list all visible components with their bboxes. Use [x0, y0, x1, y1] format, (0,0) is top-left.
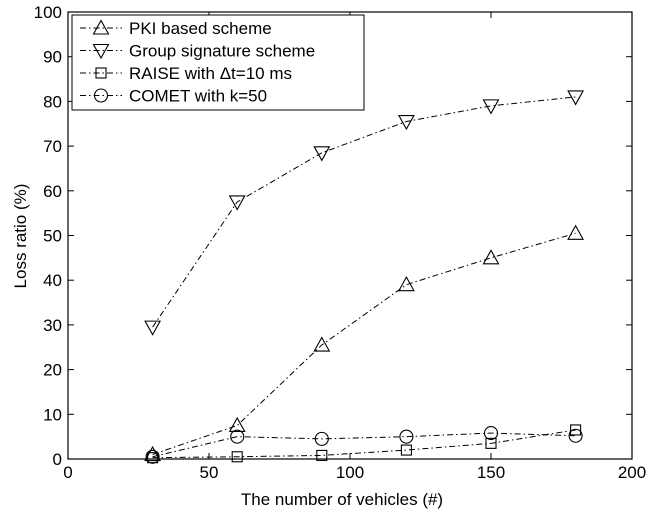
- x-axis-label: The number of vehicles (#): [241, 490, 443, 509]
- legend-marker: [92, 19, 110, 35]
- data-point: [228, 416, 246, 433]
- legend-label: Group signature scheme: [129, 42, 315, 61]
- legend: PKI based scheme Group signature scheme RA…: [71, 14, 365, 111]
- data-point: [485, 437, 497, 449]
- x-tick-label: 100: [336, 463, 364, 482]
- data-point: [482, 249, 500, 265]
- series-circle: [145, 426, 583, 464]
- data-point: [144, 445, 162, 462]
- y-tick-label: 30: [43, 316, 62, 335]
- x-tick-label: 150: [477, 463, 505, 482]
- y-tick-label: 100: [34, 3, 62, 22]
- data-point: [314, 431, 329, 446]
- x-tick-label: 0: [63, 463, 72, 482]
- data-point: [397, 276, 415, 292]
- y-tick-label: 10: [43, 405, 62, 424]
- legend-label: RAISE with Δt=10 ms: [129, 64, 292, 83]
- y-tick-label: 60: [43, 182, 62, 201]
- data-point: [145, 449, 160, 464]
- plot-series: [144, 90, 585, 464]
- legend-marker: [92, 43, 110, 60]
- data-point: [316, 449, 328, 461]
- y-tick-label: 20: [43, 361, 62, 380]
- data-point: [567, 224, 585, 240]
- data-point: [144, 320, 162, 336]
- series-triangle-up: [144, 224, 585, 462]
- data-point: [482, 99, 500, 115]
- data-point: [313, 336, 331, 352]
- x-tick-label: 50: [200, 463, 219, 482]
- series-line: [152, 432, 576, 458]
- x-tick-label: 200: [618, 463, 646, 482]
- series-line: [152, 232, 576, 456]
- series-line: [152, 96, 576, 328]
- data-point: [568, 428, 583, 443]
- y-tick-label: 50: [43, 227, 62, 246]
- data-point: [570, 424, 582, 436]
- data-point: [567, 90, 585, 106]
- data-point: [483, 426, 499, 441]
- plot-axes: 0 50 100 150 200 0 10 20 30 40 50 60 70 80 90 100: [34, 3, 647, 482]
- y-tick-label: 70: [43, 137, 62, 156]
- data-point: [399, 429, 414, 444]
- legend-marker: [95, 67, 107, 79]
- data-point: [313, 146, 331, 162]
- legend-label: PKI based scheme: [129, 19, 272, 38]
- series-square: [147, 424, 582, 464]
- y-tick-label: 40: [43, 271, 62, 290]
- y-tick-label: 80: [43, 92, 62, 111]
- data-point: [230, 429, 245, 444]
- y-tick-label: 0: [53, 450, 62, 469]
- y-axis-label: Loss ratio (%): [11, 184, 30, 289]
- y-tick-label: 90: [43, 48, 62, 67]
- legend-label: COMET with k=50: [129, 87, 267, 106]
- data-point: [397, 114, 415, 131]
- data-point: [400, 444, 412, 456]
- legend-marker: [93, 88, 109, 103]
- data-point: [147, 452, 159, 464]
- data-point: [231, 451, 243, 463]
- series-line: [152, 429, 576, 459]
- legend-box: [71, 14, 365, 111]
- data-point: [228, 195, 246, 211]
- series-triangle-down: [144, 90, 585, 336]
